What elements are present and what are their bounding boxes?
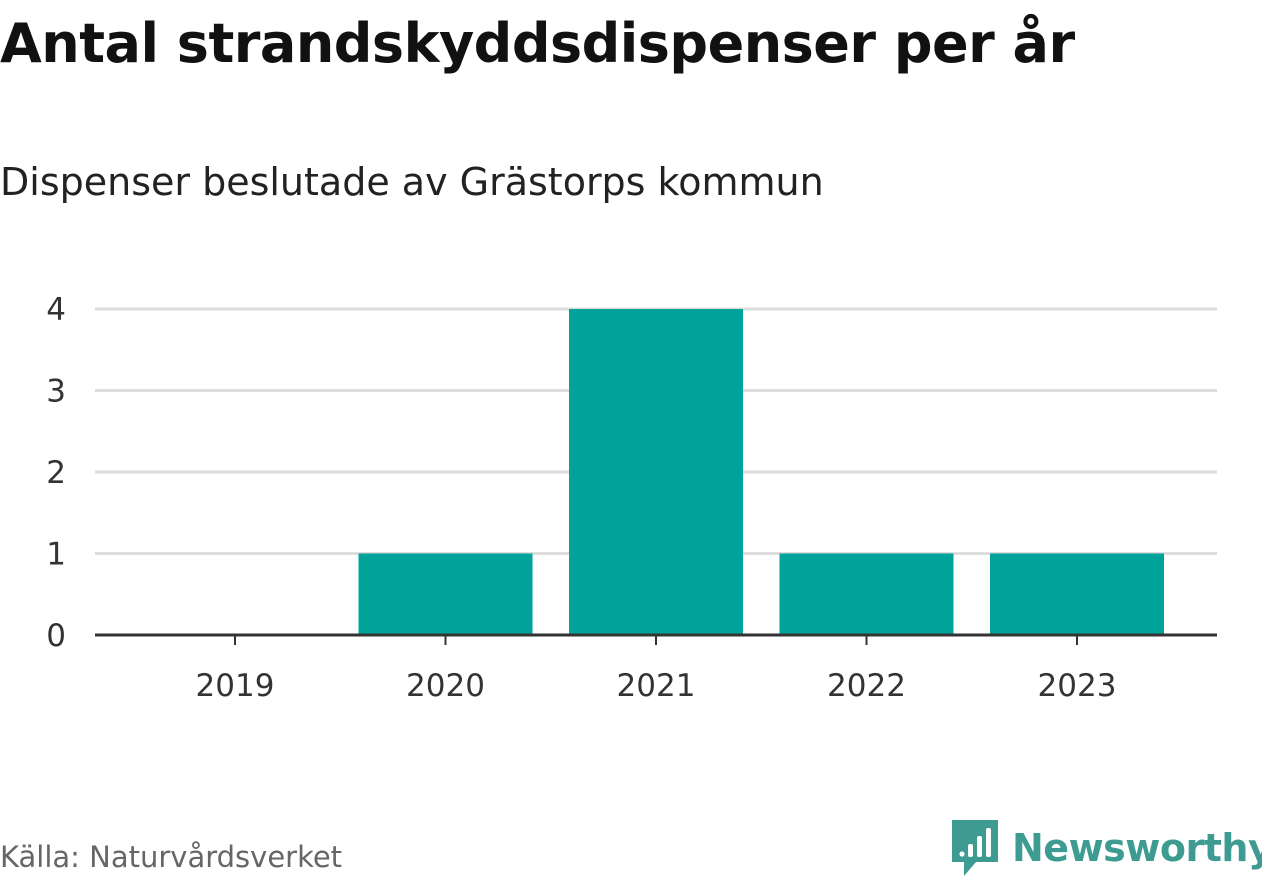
y-tick-label: 0 xyxy=(46,618,66,654)
chart-subtitle: Dispenser beslutade av Grästorps kommun xyxy=(0,160,824,204)
axes: 0 1 2 3 4 2019 2020 2021 2022 2023 xyxy=(46,292,1217,704)
bar-2022[interactable] xyxy=(779,553,954,636)
bar-2020[interactable] xyxy=(358,553,533,636)
bars xyxy=(358,309,1164,636)
x-tick-label: 2021 xyxy=(617,668,696,704)
x-tick-label: 2020 xyxy=(406,668,485,704)
x-tick-label: 2019 xyxy=(196,668,275,704)
bar-2021[interactable] xyxy=(569,309,743,635)
brand-name: Newsworthy xyxy=(1012,826,1262,870)
y-tick-label: 4 xyxy=(46,292,66,328)
y-tick-label: 3 xyxy=(46,374,66,410)
x-tick-label: 2023 xyxy=(1038,668,1117,704)
y-tick-label: 2 xyxy=(46,455,66,491)
newsworthy-logo-icon xyxy=(952,820,998,876)
y-tick-label: 1 xyxy=(46,537,66,573)
brand-logo[interactable]: Newsworthy xyxy=(950,818,1262,878)
chart-title: Antal strandskyddsdispenser per år xyxy=(0,12,1075,75)
source-note: Källa: Naturvårdsverket xyxy=(0,840,343,874)
x-tick-label: 2022 xyxy=(827,668,906,704)
bar-2023[interactable] xyxy=(990,553,1164,636)
